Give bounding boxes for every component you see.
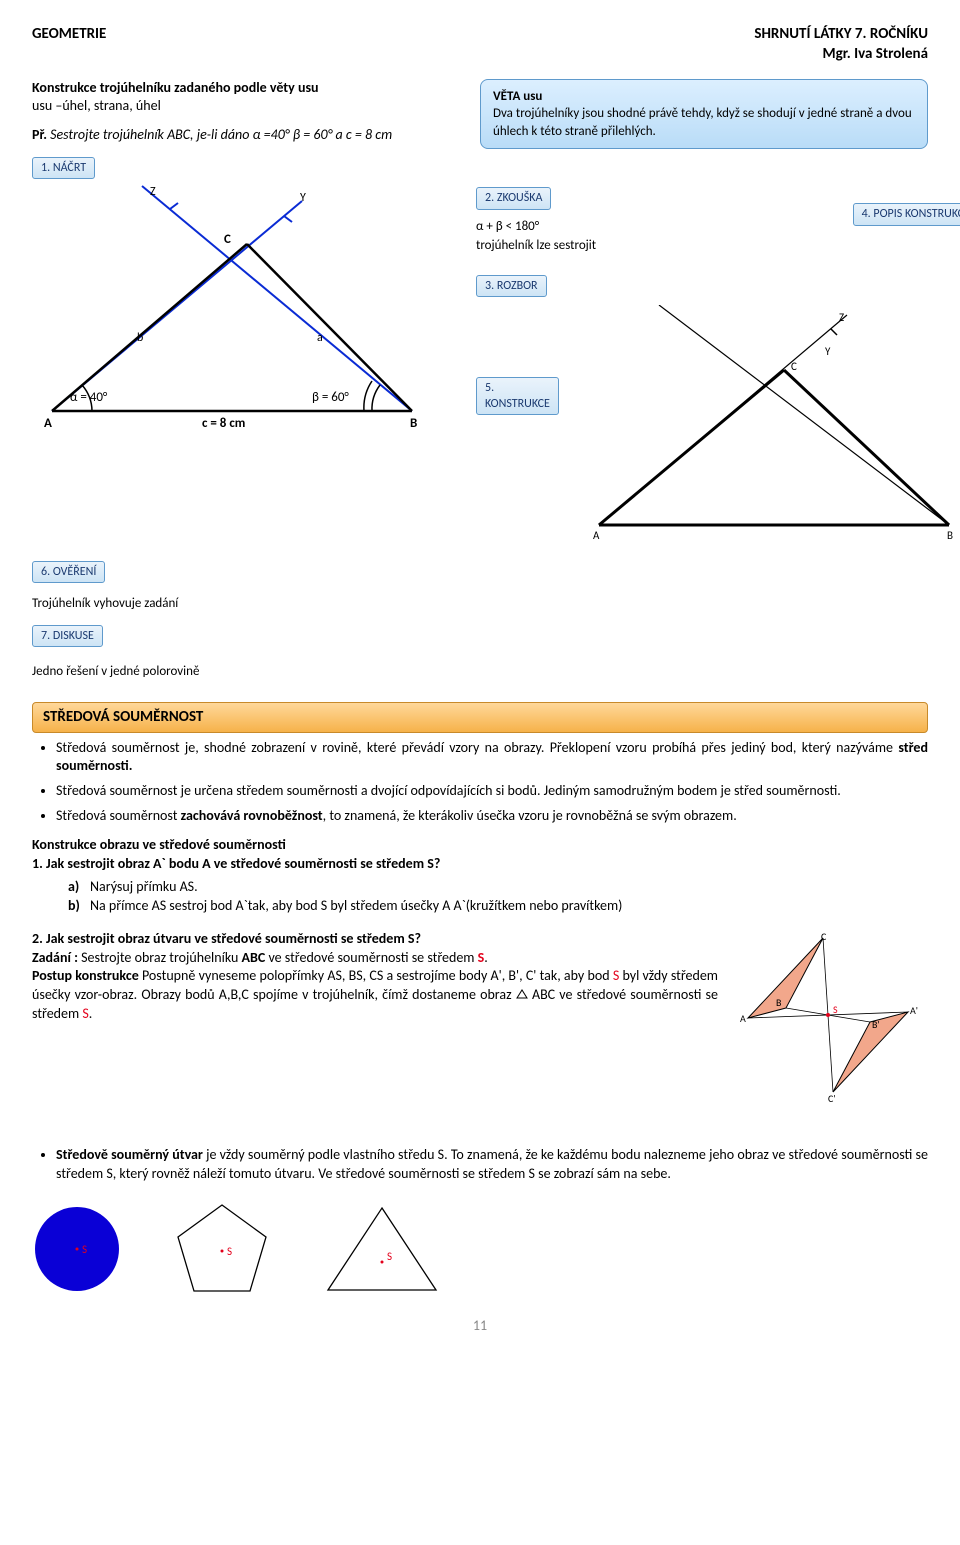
svg-text:C': C' (828, 1092, 836, 1105)
construction-figure: A B C Y Z (579, 305, 960, 555)
label-B: B (410, 416, 417, 431)
svg-text:S: S (833, 1003, 838, 1016)
bullet-3: Středová souměrnost zachovává rovnoběžno… (56, 807, 928, 826)
intro-column: Konstrukce trojúhelníku zadaného podle v… (32, 79, 452, 182)
example-text: Sestrojte trojúhelník ABC, je-li dáno α … (50, 126, 392, 143)
sub-list: a)Narýsuj přímku AS. b)Na přímce AS sest… (68, 878, 928, 916)
symmetry-figure: C A B S B' A' C' (728, 920, 928, 1120)
step-7-box: 7. DISKUSE (32, 625, 103, 647)
label-beta: β = 60° (312, 390, 349, 405)
step-1-box: 1. NÁČRT (32, 157, 95, 179)
last-bullet: Středově souměrný útvar je vždy souměrný… (56, 1146, 928, 1184)
shape-circle: S (32, 1204, 122, 1294)
svg-text:A: A (593, 529, 600, 542)
page-number: 11 (32, 1317, 928, 1336)
right-column: VĚTA usu Dva trojúhelníky jsou shodné pr… (480, 79, 928, 182)
letter-a: a) (68, 878, 90, 897)
label-A: A (44, 416, 52, 431)
step-7-text: Jedno řešení v jedné polorovině (32, 663, 928, 681)
svg-text:S: S (82, 1243, 87, 1256)
construction-q1: 1. Jak sestrojit obraz A` bodu A ve stře… (32, 855, 928, 874)
theorem-body: Dva trojúhelníky jsou shodné právě tehdy… (493, 105, 915, 140)
svg-text:Z: Z (839, 311, 844, 324)
example-label: Př. (32, 126, 47, 143)
svg-text:B: B (776, 996, 782, 1009)
step-2-box: 2. ZKOUŠKA (476, 187, 551, 209)
label-Z: Z (150, 185, 156, 199)
label-c: c = 8 cm (202, 416, 245, 431)
shapes-row: S S S (32, 1199, 928, 1299)
svg-text:A: A (740, 1012, 746, 1025)
label-C: C (224, 232, 231, 247)
section-title-bar: STŘEDOVÁ SOUMĚRNOST (32, 702, 928, 732)
bullet-list: Středová souměrnost je, shodné zobrazení… (56, 739, 928, 827)
step-6-text: Trojúhelník vyhovuje zadání (32, 595, 928, 613)
svg-text:C: C (791, 360, 797, 373)
theorem-box: VĚTA usu Dva trojúhelníky jsou shodné pr… (480, 79, 928, 150)
intro-subtitle: usu –úhel, strana, úhel (32, 97, 452, 116)
step-3-box: 3. ROZBOR (476, 275, 547, 297)
bullet-2: Středová souměrnost je určena středem so… (56, 782, 928, 801)
shape-pentagon: S (172, 1199, 272, 1299)
header-right: SHRNUTÍ LÁTKY 7. ROČNÍKU Mgr. Iva Strole… (754, 24, 928, 65)
triangle-icon (516, 989, 528, 999)
svg-text:Y: Y (825, 345, 831, 358)
svg-text:C: C (821, 930, 827, 943)
construction-heading: Konstrukce obrazu ve středové souměrnost… (32, 836, 928, 855)
letter-b: b) (68, 897, 90, 916)
header-left: GEOMETRIE (32, 24, 106, 65)
intro-title: Konstrukce trojúhelníku zadaného podle v… (32, 79, 452, 98)
last-bullet-list: Středově souměrný útvar je vždy souměrný… (56, 1146, 928, 1184)
header-right-line2: Mgr. Iva Strolená (754, 44, 928, 64)
step-6-box: 6. OVĚŘENÍ (32, 561, 105, 583)
label-b: b (137, 331, 143, 345)
step-5-box: 5. KONSTRUKCE (476, 377, 559, 415)
bullet-1: Středová souměrnost je, shodné zobrazení… (56, 739, 928, 777)
label-a: a (317, 331, 323, 345)
sub-b-text: Na přímce AS sestroj bod A`tak, aby bod … (90, 897, 622, 914)
step-4-box: 4. POPIS KONSTRUKCE (853, 203, 960, 225)
steps-right: 2. ZKOUŠKA α + β < 180° trojúhelník lze … (476, 181, 960, 554)
svg-text:S: S (387, 1250, 392, 1263)
label-alpha: α = 40° (70, 390, 108, 405)
page-header: GEOMETRIE SHRNUTÍ LÁTKY 7. ROČNÍKU Mgr. … (32, 24, 928, 65)
step-2-line1: α + β < 180° (476, 218, 833, 236)
sub-a-text: Narýsuj přímku AS. (90, 878, 198, 895)
svg-text:S: S (227, 1245, 232, 1258)
step-2-line2: trojúhelník lze sestrojit (476, 237, 833, 255)
svg-text:A': A' (910, 1004, 918, 1017)
sketch-figure: A B C Y Z a b α = 40° β = 60° c = 8 cm (32, 181, 452, 554)
shape-triangle: S (322, 1202, 442, 1297)
svg-text:B': B' (872, 1018, 880, 1031)
theorem-title: VĚTA usu (493, 88, 915, 106)
label-Y: Y (300, 191, 306, 205)
svg-text:B: B (947, 529, 953, 542)
header-right-line1: SHRNUTÍ LÁTKY 7. ROČNÍKU (754, 24, 928, 44)
